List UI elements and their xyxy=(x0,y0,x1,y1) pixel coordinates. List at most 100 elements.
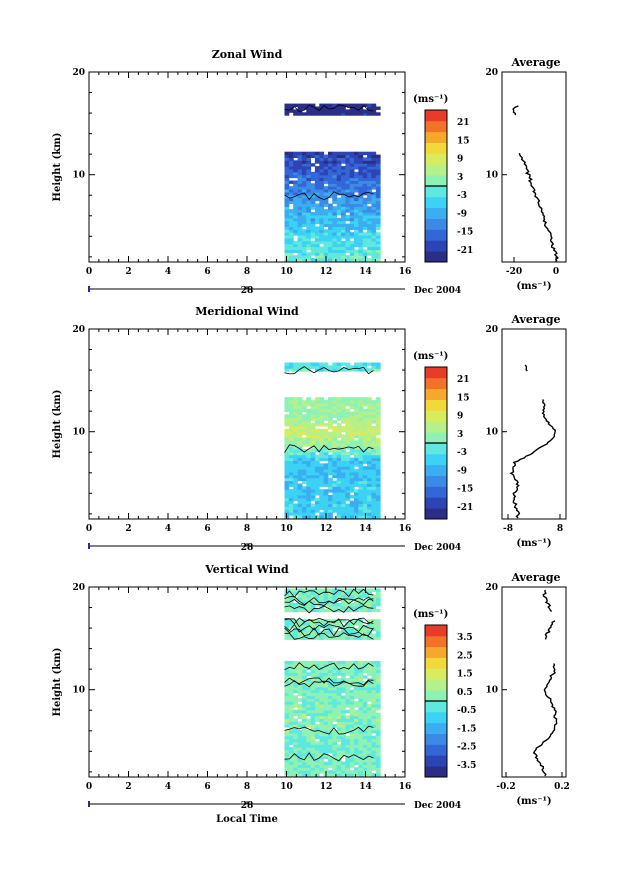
heatmap-cell xyxy=(354,735,359,740)
heatmap-cell xyxy=(349,474,355,479)
heatmap-cell xyxy=(328,258,333,262)
heatmap-cell xyxy=(332,246,338,250)
heatmap-cell xyxy=(345,171,351,176)
heatmap-cell xyxy=(306,220,312,225)
heatmap-cell xyxy=(367,672,372,676)
heatmap-cell xyxy=(306,770,312,774)
heatmap-cell xyxy=(314,209,320,213)
heatmap-cell xyxy=(306,169,312,173)
heatmap-cell xyxy=(349,220,355,225)
heatmap-cell xyxy=(358,486,364,490)
heatmap-cell xyxy=(375,171,381,176)
heatmap-cell xyxy=(323,174,329,179)
heatmap-cell xyxy=(314,764,320,768)
heatmap-cell xyxy=(336,512,342,516)
heatmap-cell xyxy=(358,704,364,708)
heatmap-cell xyxy=(349,477,355,482)
heatmap-cell xyxy=(349,235,355,239)
heatmap-cell xyxy=(349,423,355,427)
heatmap-cell xyxy=(310,755,316,760)
heatmap-cell xyxy=(341,512,346,516)
heatmap-cell xyxy=(306,469,312,473)
heatmap-cell xyxy=(375,177,381,181)
heatmap-cell xyxy=(332,761,338,765)
heatmap-cell xyxy=(328,709,333,714)
heatmap-cell xyxy=(319,472,325,476)
heatmap-cell xyxy=(284,469,290,473)
heatmap-cell xyxy=(358,712,364,717)
heatmap-cell xyxy=(371,712,377,717)
heatmap-cell xyxy=(301,503,307,507)
heatmap-cell xyxy=(358,174,364,179)
heatmap-cell xyxy=(362,180,368,184)
heatmap-cell xyxy=(371,368,377,372)
heatmap-cell xyxy=(301,174,307,179)
heatmap-cell xyxy=(371,460,377,464)
heatmap-cell xyxy=(345,698,351,702)
heatmap-cell xyxy=(288,446,294,450)
heatmap-cell xyxy=(362,741,368,745)
heatmap-cell xyxy=(323,707,329,711)
heatmap-cell xyxy=(288,603,294,607)
heatmap-cell xyxy=(354,431,359,436)
heatmap-cell xyxy=(358,761,364,765)
heatmap-cell xyxy=(284,215,290,219)
heatmap-cell xyxy=(332,605,338,610)
heatmap-cell xyxy=(288,489,294,493)
heatmap-cell xyxy=(319,434,325,438)
heatmap-cell xyxy=(354,362,359,366)
heatmap-cell xyxy=(284,477,290,482)
heatmap-cell xyxy=(349,217,355,222)
heatmap-cell xyxy=(293,666,298,671)
heatmap-cell xyxy=(375,619,381,623)
heatmap-cell xyxy=(306,163,312,167)
heatmap-cell xyxy=(354,457,359,461)
heatmap-cell xyxy=(301,712,307,717)
heatmap-cell xyxy=(323,755,329,760)
heatmap-cell xyxy=(375,515,381,519)
heatmap-cell xyxy=(293,362,298,366)
heatmap-cell xyxy=(297,174,303,179)
heatmap-cell xyxy=(349,420,355,424)
heatmap-cell xyxy=(358,709,364,714)
heatmap-cell xyxy=(306,252,312,256)
heatmap-cell xyxy=(323,666,329,671)
heatmap-cell xyxy=(319,469,325,473)
heatmap-cell xyxy=(358,240,364,245)
heatmap-cell xyxy=(375,480,381,484)
heatmap-cell xyxy=(301,474,307,479)
heatmap-cells xyxy=(284,362,381,519)
heatmap-cell xyxy=(328,718,333,722)
heatmap-cell xyxy=(349,397,355,401)
heatmap-cell xyxy=(354,695,359,699)
heatmap-cell xyxy=(293,454,298,459)
heatmap-cell xyxy=(297,469,303,473)
heatmap-cell xyxy=(328,695,333,699)
heatmap-cell xyxy=(358,715,364,719)
heatmap-cell xyxy=(306,200,312,204)
heatmap-cell xyxy=(362,724,368,728)
heatmap-cell xyxy=(375,741,381,745)
heatmap-cell xyxy=(354,633,359,637)
heatmap-cell xyxy=(301,194,307,199)
heatmap-cell xyxy=(314,773,320,777)
heatmap-cell xyxy=(362,166,368,170)
heatmap-cell xyxy=(328,630,333,635)
heatmap-cell xyxy=(358,764,364,768)
heatmap-cell xyxy=(371,758,377,763)
heatmap-cell xyxy=(349,480,355,484)
heatmap-cell xyxy=(336,500,342,505)
heatmap-cell xyxy=(354,492,359,496)
heatmap-cell xyxy=(314,486,320,490)
heatmap-cell xyxy=(345,232,351,236)
heatmap-cell xyxy=(297,454,303,459)
heatmap-cell xyxy=(332,200,338,204)
heatmap-cell xyxy=(301,240,307,245)
heatmap-cell xyxy=(354,252,359,256)
heatmap-cell xyxy=(301,744,307,748)
heatmap-cell xyxy=(371,434,377,438)
heatmap-cell xyxy=(375,597,381,601)
heatmap-cell xyxy=(293,767,298,771)
heatmap-cell xyxy=(288,431,294,436)
heatmap-cell xyxy=(358,434,364,438)
